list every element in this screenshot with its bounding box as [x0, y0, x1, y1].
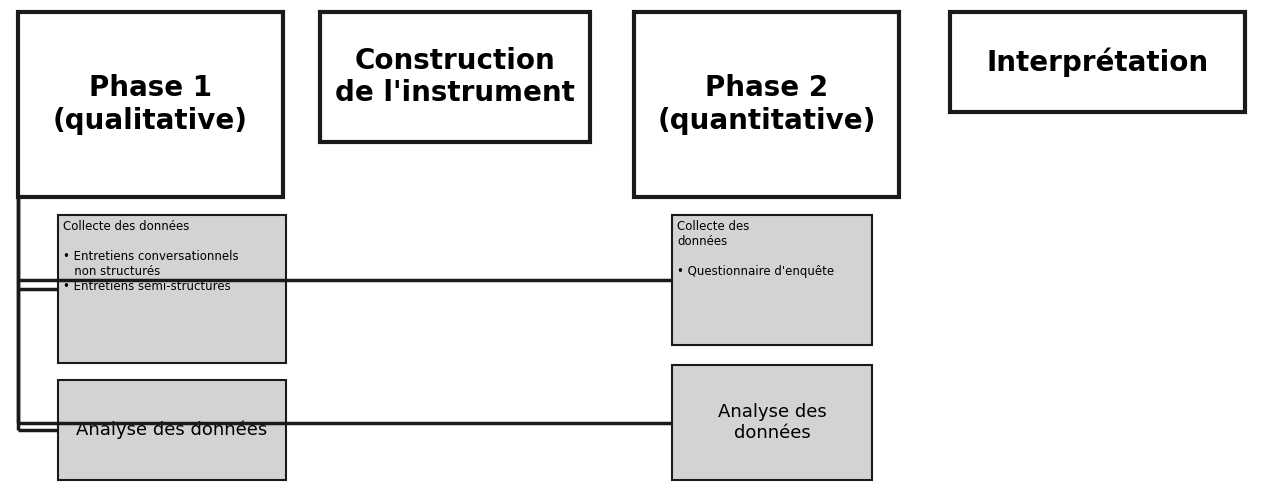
- Text: Analyse des données: Analyse des données: [76, 421, 268, 439]
- Bar: [18, 12, 283, 197]
- Text: Phase 1
(qualitative): Phase 1 (qualitative): [53, 74, 249, 135]
- Text: Collecte des
données

• Questionnaire d'enquête: Collecte des données • Questionnaire d'e…: [677, 220, 834, 278]
- Bar: [58, 380, 287, 480]
- Bar: [950, 12, 1245, 112]
- Bar: [634, 12, 899, 197]
- Bar: [672, 365, 872, 480]
- Text: Construction
de l'instrument: Construction de l'instrument: [335, 47, 574, 107]
- Bar: [58, 215, 287, 363]
- Text: Collecte des données

• Entretiens conversationnels
   non structurés
• Entretie: Collecte des données • Entretiens conver…: [63, 220, 238, 293]
- Bar: [320, 12, 590, 142]
- Bar: [672, 215, 872, 345]
- Text: Analyse des
données: Analyse des données: [718, 403, 827, 442]
- Text: Interprétation: Interprétation: [987, 47, 1208, 77]
- Text: Phase 2
(quantitative): Phase 2 (quantitative): [657, 74, 876, 135]
